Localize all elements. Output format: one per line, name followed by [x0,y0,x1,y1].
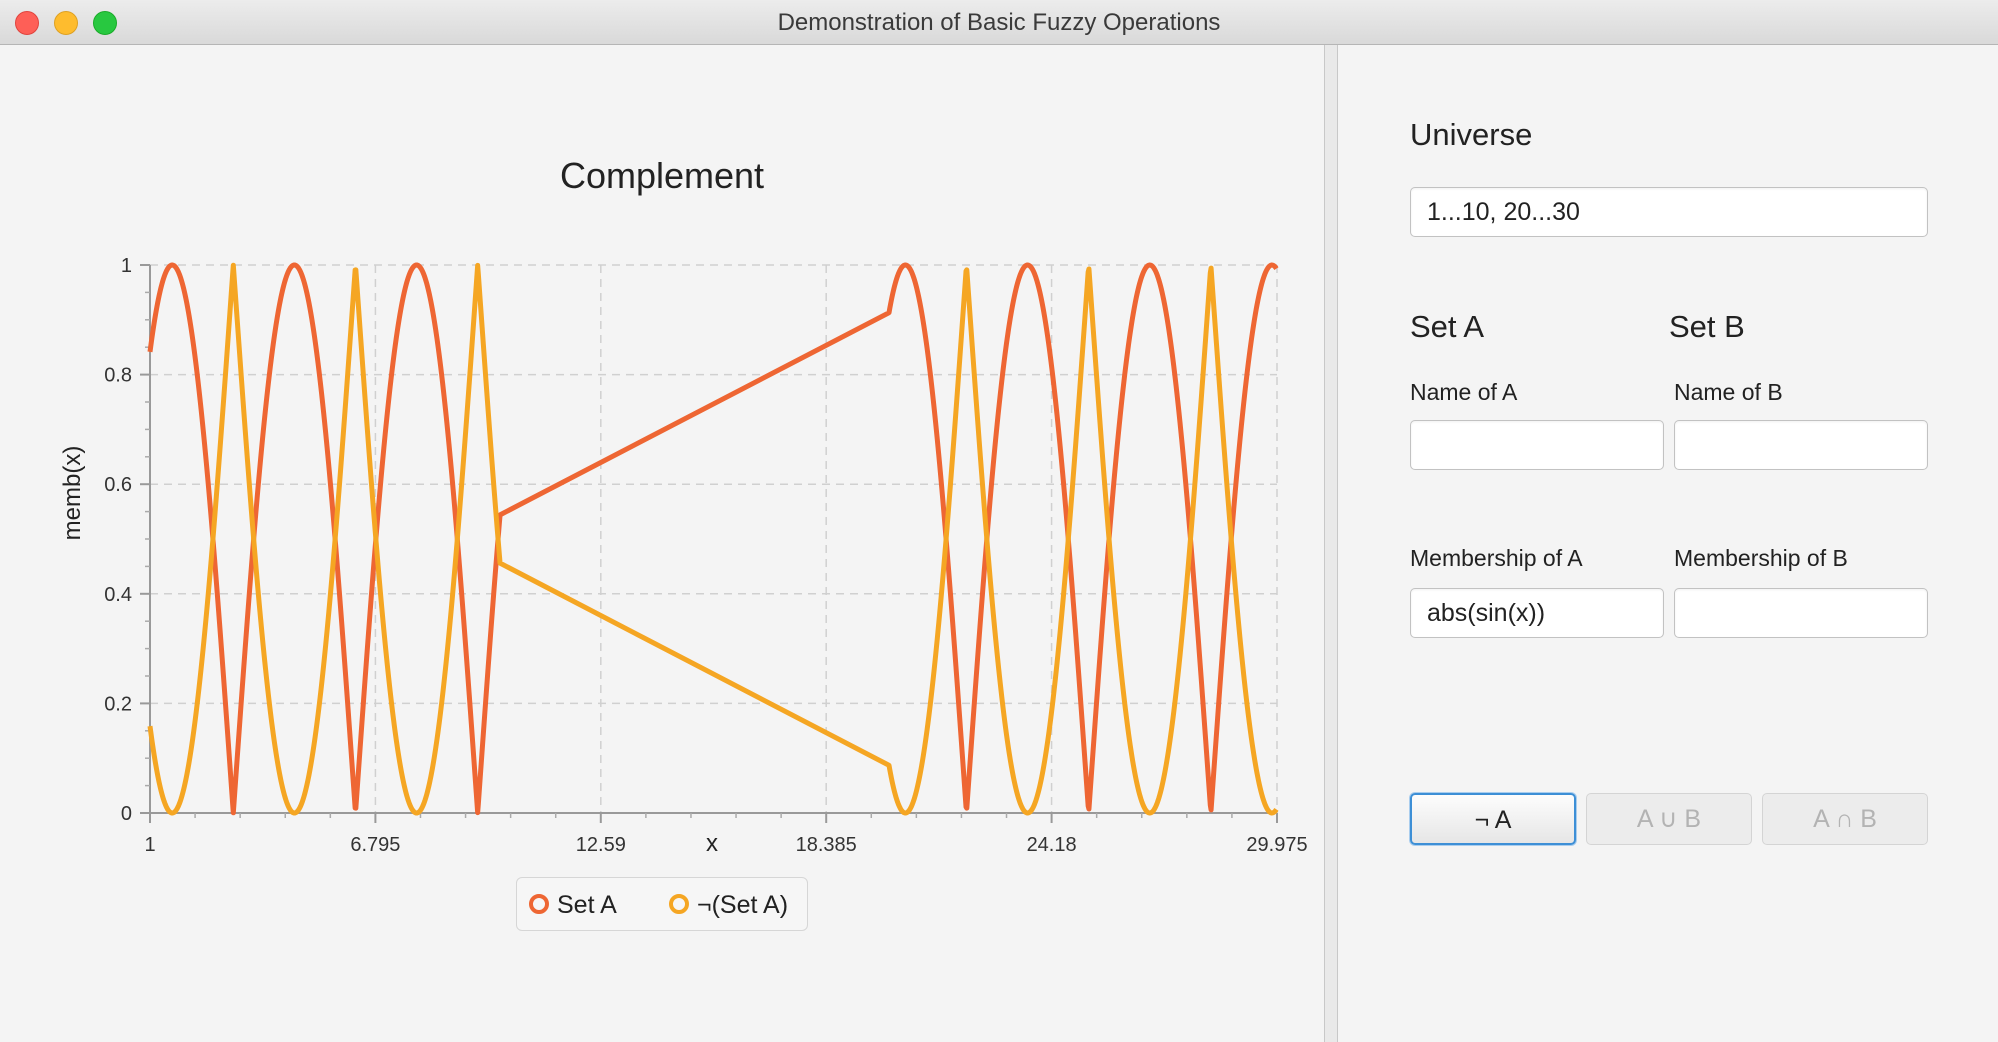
name-of-a-label: Name of A [1410,379,1518,405]
x-axis-ticks: 1 6.795 12.59 18.385 24.18 29.975 [144,813,1308,856]
universe-heading: Universe [1410,117,1533,152]
window-title: Demonstration of Basic Fuzzy Operations [777,9,1221,36]
series-line-set-a [147,262,1279,816]
chart-title: Complement [560,155,764,196]
intersection-button[interactable]: A ∩ B [1762,793,1928,845]
close-window-button[interactable] [15,11,39,35]
line-chart: Complement 1 6.795 12.59 18.385 24.18 29.975 … [59,155,1308,857]
membership-of-a-input[interactable] [1410,588,1664,638]
y-tick-label: 0.8 [104,365,132,387]
name-of-b-label: Name of B [1674,379,1783,405]
y-tick-label: 0.2 [104,693,132,715]
legend-marker-complement [669,894,689,915]
set-b-heading: Set B [1669,309,1745,344]
settings-panel: Universe Set A Set B Name of A Name of B… [1338,45,1998,1042]
set-a-heading: Set A [1410,309,1485,344]
chart-pane: Complement 1 6.795 12.59 18.385 24.18 29.975 … [0,45,1324,1042]
membership-of-a-label: Membership of A [1410,545,1583,571]
y-axis-ticks: 0 0.2 0.4 0.6 0.8 1 [104,255,150,825]
chart-series [147,262,1279,816]
union-button[interactable]: A ∪ B [1586,793,1752,845]
y-tick-label: 0.6 [104,474,132,496]
legend-label-complement: ¬(Set A) [697,891,789,919]
y-tick-label: 1 [121,255,132,277]
legend-marker-set-a [529,894,549,915]
y-tick-label: 0.4 [104,584,132,606]
universe-input[interactable] [1410,187,1928,237]
name-of-b-input[interactable] [1674,420,1928,470]
zoom-window-button[interactable] [93,11,117,35]
legend-label-set-a: Set A [557,891,617,919]
x-tick-label: 18.385 [796,834,857,856]
minimize-window-button[interactable] [54,11,78,35]
x-tick-label: 29.975 [1246,834,1307,856]
y-tick-label: 0 [121,803,132,825]
x-tick-label: 1 [144,834,155,856]
x-axis-label: x [706,830,718,857]
name-of-a-input[interactable] [1410,420,1664,470]
y-axis-label: memb(x) [59,446,86,541]
legend-item-set-a: Set A [529,890,617,920]
series-line-complement [147,262,1279,816]
x-tick-label: 6.795 [350,834,400,856]
membership-of-b-input[interactable] [1674,588,1928,638]
title-bar: Demonstration of Basic Fuzzy Operations [0,0,1998,45]
membership-of-b-label: Membership of B [1674,545,1848,571]
x-tick-label: 24.18 [1027,834,1077,856]
split-pane-divider[interactable] [1324,45,1338,1042]
chart-legend: Set A ¬(Set A) [516,877,808,931]
x-tick-label: 12.59 [576,834,626,856]
complement-button[interactable]: ¬ A [1410,793,1576,845]
legend-item-complement: ¬(Set A) [669,890,788,920]
